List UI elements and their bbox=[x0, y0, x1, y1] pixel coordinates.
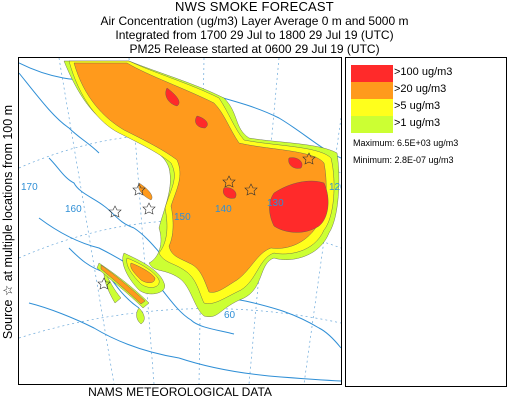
plume-gt20 bbox=[73, 62, 327, 293]
lon-label-160: 160 bbox=[65, 204, 82, 215]
legend-swatch-orange bbox=[351, 82, 393, 99]
plume-gt100 bbox=[165, 87, 329, 233]
lat-label-60: 60 bbox=[224, 310, 236, 321]
legend-label: >20 ug/m3 bbox=[394, 83, 447, 95]
legend-swatch-yellow bbox=[351, 99, 393, 116]
legend-label: >1 ug/m3 bbox=[394, 117, 441, 129]
concentration-subtitle: Air Concentration (ug/m3) Layer Average … bbox=[100, 14, 409, 28]
smoke-forecast-map: 170 160 150 140 130 120 60 bbox=[18, 57, 342, 385]
maximum-value: Maximum: 6.5E+03 ug/m3 bbox=[353, 138, 459, 148]
integration-period: Integrated from 1700 29 Jul to 1800 29 J… bbox=[115, 28, 394, 42]
lon-label-130: 130 bbox=[267, 198, 284, 209]
legend-label: >100 ug/m3 bbox=[394, 66, 453, 78]
lon-label-120: 120 bbox=[329, 182, 341, 193]
data-source-footer: NAMS METEOROLOGICAL DATA bbox=[88, 385, 272, 399]
legend-item-gt1: >1 ug/m3 bbox=[351, 116, 501, 133]
legend-swatch-red bbox=[351, 65, 393, 82]
map-title: NWS SMOKE FORECAST bbox=[175, 0, 334, 14]
legend-swatch-green bbox=[351, 116, 393, 133]
legend-label: >5 ug/m3 bbox=[394, 100, 441, 112]
minimum-value: Minimum: 2.8E-07 ug/m3 bbox=[353, 155, 454, 165]
source-markers bbox=[97, 152, 316, 290]
legend-item-gt20: >20 ug/m3 bbox=[351, 82, 501, 99]
release-info: PM25 Release started at 0600 29 Jul 19 (… bbox=[129, 42, 380, 56]
lon-label-150: 150 bbox=[174, 212, 191, 223]
lon-label-140: 140 bbox=[215, 204, 232, 215]
plume-southwest bbox=[96, 182, 153, 309]
legend-item-gt5: >5 ug/m3 bbox=[351, 99, 501, 116]
legend-panel: >100 ug/m3 >20 ug/m3 >5 ug/m3 >1 ug/m3 M… bbox=[345, 57, 507, 387]
legend-item-gt100: >100 ug/m3 bbox=[351, 65, 501, 82]
source-location-label: Source ☆ at multiple locations from 100 … bbox=[1, 104, 15, 340]
lon-label-170: 170 bbox=[21, 182, 38, 193]
